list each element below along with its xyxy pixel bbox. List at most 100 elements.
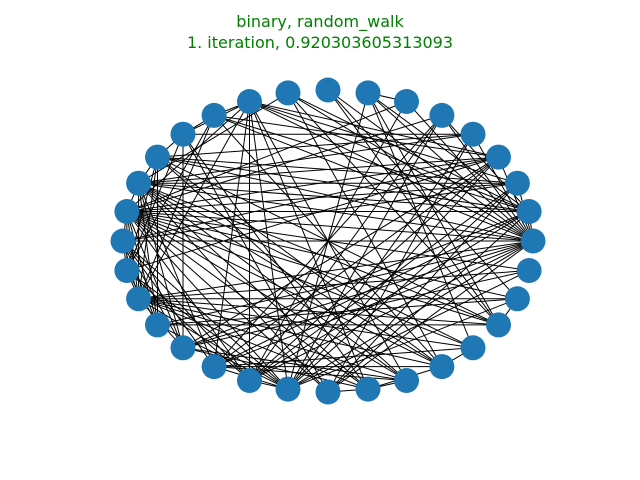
graph-edge-15-25	[126, 211, 369, 390]
graph-node-15	[114, 199, 140, 224]
graph-node-14	[126, 170, 152, 196]
graph-edge-10-21	[213, 101, 250, 367]
graph-node-26	[394, 368, 419, 393]
graph-node-4	[460, 121, 486, 147]
graph-node-25	[355, 376, 381, 402]
graph-edge-13-27	[157, 156, 443, 368]
graph-edge-21-28	[214, 347, 474, 368]
graph-edge-3-16	[122, 156, 499, 242]
graph-edge-7-28	[367, 92, 474, 348]
graph-edge-19-30	[157, 298, 518, 326]
graph-edge-8-29	[327, 89, 499, 326]
graph-edge-6-15	[126, 101, 407, 212]
graph-edge-18-27	[138, 298, 443, 368]
graph-edge-23-30	[287, 298, 518, 390]
graph-edge-3-22	[249, 156, 499, 381]
graph-edge-3-10	[249, 101, 499, 158]
graph-edge-7-29	[367, 92, 499, 326]
graph-edge-2-16	[122, 182, 518, 242]
graph-node-31	[516, 258, 542, 283]
graph-edge-20-26	[182, 347, 407, 381]
graph-edge-16-22	[122, 240, 250, 381]
graph-edge-20-31	[182, 270, 530, 349]
graph-edge-14-25	[138, 182, 369, 390]
graph-edge-18-29	[138, 298, 499, 326]
graph-edge-0-7	[367, 92, 534, 242]
graph-edge-2-13	[157, 156, 518, 184]
graph-edge-2-15	[126, 182, 518, 212]
graph-node-1	[516, 199, 542, 224]
graph-node-12	[170, 121, 196, 147]
graph-edge-0-21	[213, 240, 534, 368]
graph-edge-15-27	[126, 211, 443, 368]
graph-node-24	[315, 379, 341, 405]
graph-edge-15-30	[126, 211, 518, 300]
graph-node-5	[429, 102, 455, 128]
graph-edge-0-4	[472, 133, 534, 242]
graph-edge-18-28	[138, 298, 474, 349]
graph-edge-0-18	[138, 240, 534, 300]
graph-edge-1-5	[441, 115, 530, 212]
graph-edge-1-22	[249, 211, 530, 381]
graph-node-7	[355, 80, 381, 106]
graph-edge-5-23	[287, 115, 443, 390]
graph-node-29	[486, 312, 511, 338]
graph-edge-1-10	[249, 101, 530, 212]
graph-edge-15-24	[126, 211, 329, 393]
graph-edge-4-13	[157, 133, 474, 158]
graph-node-3	[486, 144, 511, 170]
graph-edge-5-22	[249, 115, 443, 381]
graph-node-11	[201, 102, 227, 128]
graph-edge-0-23	[287, 240, 534, 390]
graph-edge-23-31	[287, 270, 530, 390]
graph-edge-18-23	[138, 298, 289, 390]
graph-edge-17-22	[126, 270, 250, 381]
graph-node-23	[275, 376, 301, 402]
graph-edge-4-24	[327, 133, 474, 393]
graph-edge-2-23	[287, 182, 518, 390]
graph-edge-10-25	[249, 101, 369, 390]
figure-title-line-2: 1. iteration, 0.920303605313093	[186, 33, 454, 52]
graph-edge-14-20	[138, 183, 184, 348]
figure-title-line-1: binary, random_walk	[236, 12, 404, 31]
graph-node-20	[170, 335, 196, 361]
graph-node-13	[145, 144, 170, 170]
graph-node-6	[394, 89, 419, 114]
graph-edge-3-15	[126, 156, 499, 212]
graph-edge-13-26	[157, 156, 407, 381]
graph-node-2	[504, 170, 530, 196]
graph-edge-14-28	[138, 182, 474, 349]
graph-edge-17-23	[126, 270, 289, 390]
graph-edge-15-22	[126, 211, 250, 381]
graph-node-10	[237, 89, 262, 114]
graph-edge-3-20	[182, 156, 499, 349]
graph-edge-15-31	[126, 211, 530, 271]
graph-node-8	[315, 77, 341, 103]
graph-node-16	[110, 228, 136, 254]
graph-node-21	[201, 354, 227, 380]
graph-edge-0-11	[213, 114, 534, 242]
graph-edge-3-14	[138, 156, 499, 184]
graph-node-0	[520, 228, 546, 254]
graph-node-18	[126, 286, 152, 312]
node-layer	[110, 77, 546, 405]
graph-edge-1-24	[327, 211, 530, 393]
graph-edge-4-23	[287, 133, 474, 390]
graph-node-27	[429, 354, 455, 380]
graph-edge-9-14	[138, 92, 289, 184]
graph-node-9	[275, 80, 301, 106]
graph-edge-9-27	[287, 92, 443, 367]
graph-node-22	[237, 368, 262, 393]
graph-edge-18-31	[138, 270, 530, 300]
graph-edge-0-3	[498, 156, 534, 242]
graph-node-28	[460, 335, 486, 361]
graph-edge-1-7	[367, 92, 530, 212]
graph-edge-15-29	[126, 211, 499, 326]
graph-edge-18-25	[138, 298, 369, 390]
graph-edge-15-26	[126, 211, 407, 381]
graph-edge-0-9	[287, 92, 534, 242]
graph-edge-16-23	[122, 240, 289, 390]
graph-edge-14-21	[138, 183, 215, 367]
